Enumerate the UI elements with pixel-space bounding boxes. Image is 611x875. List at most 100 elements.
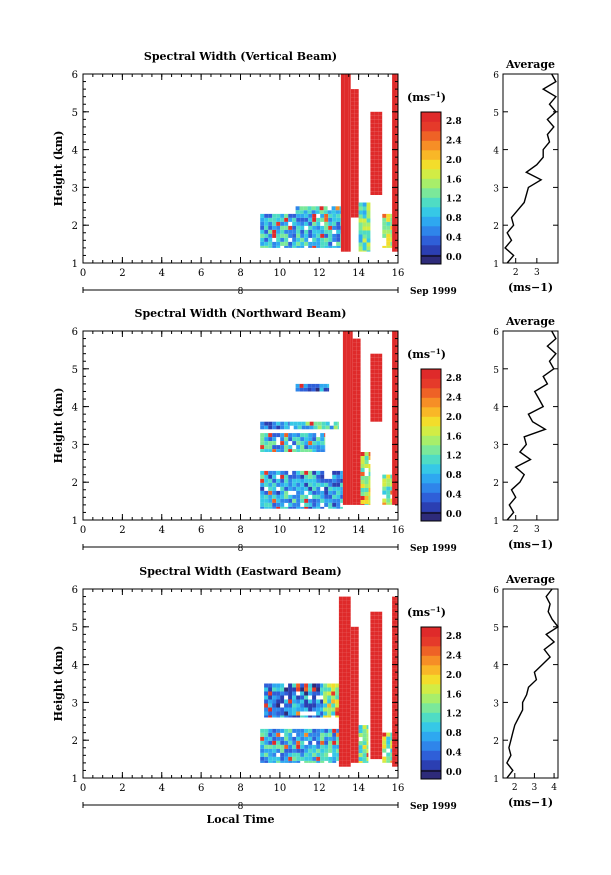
heatmap-cell [264,449,269,452]
heatmap-cell [350,371,353,375]
heatmap-cell [346,728,351,733]
heatmap-cell [268,478,273,483]
heatmap-cell [348,166,351,170]
heatmap-cell [346,664,351,669]
heatmap-cell [350,89,355,94]
average-x-label: (ms−1) [508,538,553,551]
heatmap-cell [392,347,397,351]
heatmap-cell [378,611,383,616]
heatmap-cell [370,651,375,656]
heatmap-cell [328,494,333,499]
heatmap-cell [325,421,330,426]
heatmap-cell [324,241,329,246]
heatmap-cell [356,478,361,483]
heatmap-cell [348,138,351,142]
heatmap-cell [396,736,398,741]
heatmap-cell [378,353,383,358]
heatmap-cell [272,441,277,446]
heatmap-cell [344,130,349,134]
heatmap-cell [340,498,343,503]
colorbar-band [421,140,441,151]
colorbar-tick-label: 0.8 [446,471,462,481]
heatmap-cell [336,217,341,222]
heatmap-cell [268,752,273,757]
heatmap-cell [370,615,375,620]
heatmap-cell [308,760,313,763]
heatmap-cell [390,482,393,487]
heatmap-cell [284,449,289,452]
heatmap-cell [280,752,285,757]
heatmap-cell [315,210,320,214]
colorbar-tick-label: 0.4 [446,234,462,244]
heatmap-cell [392,644,397,649]
heatmap-cell [324,245,329,248]
heatmap-cell [296,478,301,483]
heatmap-cell [350,499,353,503]
heatmap-cell [362,250,367,252]
heatmap-cell [374,143,379,148]
heatmap-cell [348,210,351,214]
heatmap-cell [292,470,297,475]
heatmap-cell [288,245,293,248]
heatmap-cell [344,126,349,130]
heatmap-cell [342,471,347,475]
heatmap-cell [396,764,398,767]
heatmap-cell [337,425,339,430]
heatmap-cell [324,748,329,753]
heatmap-cell [366,214,371,219]
heatmap-cell [374,647,379,652]
heatmap-cell [366,741,369,746]
heatmap-cell [332,752,337,757]
heatmap-cell [368,480,371,484]
heatmap-cell [366,234,371,239]
heatmap-cell [323,387,328,392]
heatmap-cell [320,229,325,234]
heatmap-cell [396,656,398,661]
heatmap-cell [332,213,337,218]
colorbar: 0.00.40.81.21.62.02.42.8(ms−1) [407,605,462,780]
heatmap-cell [272,736,277,741]
heatmap-cell [390,217,393,222]
heatmap-cell [307,210,312,214]
heatmap-cell [374,719,379,724]
heatmap-cell [320,441,325,446]
heatmap-cell [312,506,317,509]
y-tick-label: 3 [72,698,78,709]
heatmap-cell [288,445,293,450]
heatmap-cell [268,736,273,741]
heatmap-cell [392,652,397,657]
heatmap-cell [340,142,345,146]
heatmap-cell [292,691,297,696]
heatmap-cell [396,82,398,86]
heatmap-cell [276,687,281,692]
heatmap-cell [378,405,383,410]
heatmap-cell [370,635,375,640]
heatmap-cell [280,728,285,733]
heatmap-cell [284,740,289,745]
heatmap-cell [356,394,361,399]
heatmap-cell [350,479,353,483]
heatmap-cell [396,403,398,407]
heatmap-cell [320,445,325,450]
heatmap-cell [276,449,281,452]
heatmap-cell [268,695,273,700]
heatmap-cell [392,648,397,653]
colorbar-band [421,750,441,761]
heatmap-cell [346,491,351,495]
heatmap-cell [390,229,393,234]
heatmap-cell [332,217,337,222]
colorbar-tick-label: 2.4 [446,651,462,661]
heatmap-cell [308,221,313,226]
colorbar-band [421,760,441,770]
colorbar-band [421,511,441,522]
heatmap-cell [296,470,301,475]
heatmap-cell [392,226,397,230]
heatmap-cell [396,218,398,222]
heatmap-cell [356,362,361,367]
heatmap-cell [392,126,397,130]
heatmap-cell [304,683,309,688]
heatmap-cell [296,502,301,507]
heatmap-cell [350,177,355,182]
heatmap-cell [348,90,351,94]
heatmap-cell [374,167,379,172]
